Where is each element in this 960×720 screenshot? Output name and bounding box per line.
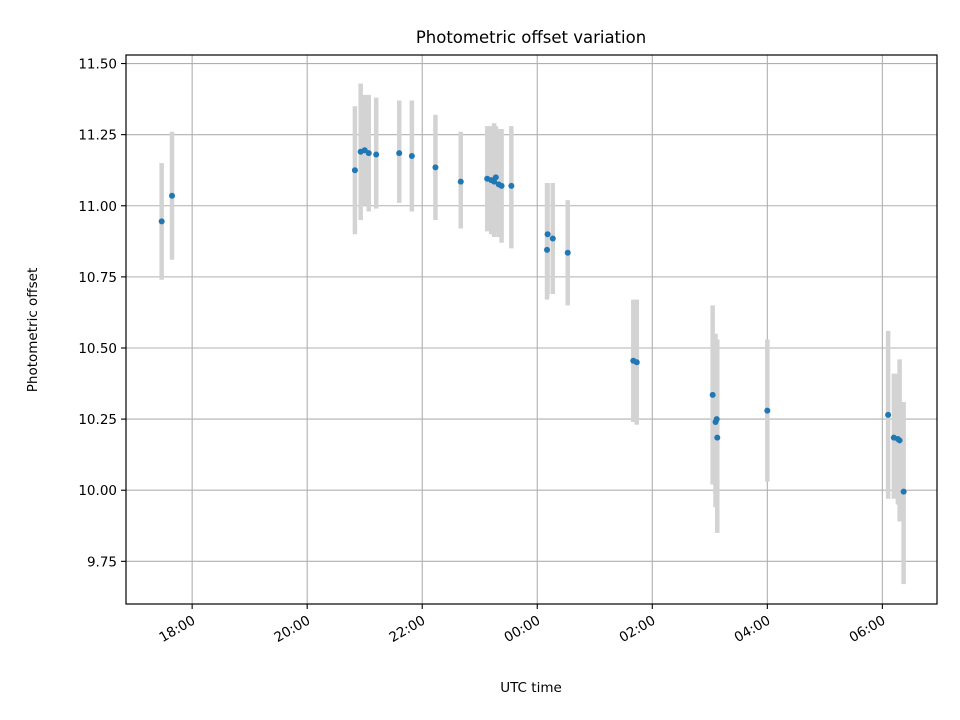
- data-point: [885, 411, 892, 418]
- data-point: [498, 182, 505, 189]
- data-point: [544, 246, 551, 253]
- data-points: [158, 147, 907, 495]
- data-point: [169, 192, 176, 199]
- data-point: [896, 437, 903, 444]
- data-point: [373, 151, 380, 158]
- y-tick-label: 10.00: [78, 483, 117, 499]
- data-point: [492, 174, 499, 181]
- data-point: [544, 231, 551, 238]
- y-tick-label: 11.25: [78, 128, 117, 144]
- x-axis-label: UTC time: [500, 680, 562, 696]
- data-point: [508, 182, 515, 189]
- data-point: [549, 235, 556, 242]
- data-point: [714, 434, 721, 441]
- data-point: [900, 488, 907, 495]
- data-point: [365, 150, 372, 157]
- y-axis-label: Photometric offset: [25, 268, 41, 392]
- y-axis-ticks: 9.75 10.00 10.25 10.50 10.75 11.00 11.25 11.50: [78, 57, 126, 570]
- y-tick-label: 10.75: [78, 270, 117, 286]
- data-point: [457, 178, 464, 185]
- data-point: [351, 167, 358, 174]
- data-point: [432, 164, 439, 171]
- data-point: [408, 152, 415, 159]
- grid: [126, 55, 937, 604]
- data-point: [564, 249, 571, 256]
- plot-frame: [125, 54, 938, 605]
- y-tick-label: 11.00: [78, 199, 117, 215]
- data-point: [764, 407, 771, 414]
- data-point: [158, 218, 165, 225]
- y-tick-label: 11.50: [78, 57, 117, 73]
- data-point: [396, 150, 403, 157]
- y-tick-label: 9.75: [87, 554, 117, 570]
- y-tick-label: 10.50: [78, 341, 117, 357]
- data-point: [709, 391, 716, 398]
- data-point: [713, 416, 720, 423]
- data-point: [633, 359, 640, 366]
- y-tick-label: 10.25: [78, 412, 117, 428]
- chart-title: Photometric offset variation: [416, 28, 646, 47]
